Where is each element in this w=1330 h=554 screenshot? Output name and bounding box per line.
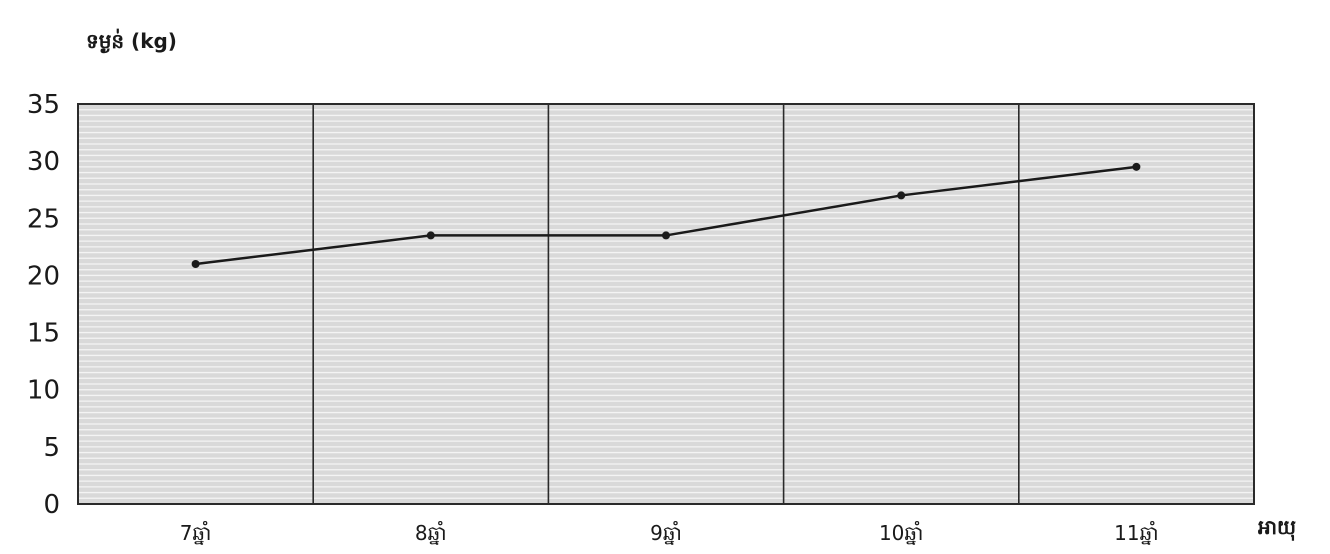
y-tick-label: 5 <box>43 433 60 463</box>
y-axis-label: ទម្ងន់ (kg) <box>86 28 177 54</box>
data-point <box>426 231 435 240</box>
x-axis-label: អាយុ <box>1258 515 1296 541</box>
y-tick-label: 30 <box>27 147 60 177</box>
y-tick-label: 35 <box>27 90 60 120</box>
x-tick-labels: 7ឆ្នាំ 8ឆ្នាំ 9ឆ្នាំ 10ឆ្នាំ 11ឆ្នាំ <box>180 520 1159 545</box>
y-tick-label: 0 <box>43 490 60 520</box>
data-point <box>662 231 670 240</box>
data-point <box>897 191 906 200</box>
y-tick-label: 20 <box>27 261 60 291</box>
data-point <box>1132 162 1141 171</box>
data-point <box>191 260 200 268</box>
y-tick-label: 25 <box>27 204 60 234</box>
x-tick-label: 11ឆ្នាំ <box>1114 520 1159 545</box>
y-tick-labels: 0 5 10 15 20 25 30 35 <box>27 90 60 520</box>
x-tick-label: 7ឆ្នាំ <box>180 520 212 545</box>
series-layer <box>191 162 1141 268</box>
y-tick-label: 10 <box>27 376 60 406</box>
y-tick-label: 15 <box>27 319 60 349</box>
plot-frame <box>77 103 1255 505</box>
grid-layer <box>78 104 1254 504</box>
x-tick-label: 10ឆ្នាំ <box>879 520 924 545</box>
x-tick-label: 9ឆ្នាំ <box>650 520 682 545</box>
x-tick-label: 8ឆ្នាំ <box>415 520 447 545</box>
